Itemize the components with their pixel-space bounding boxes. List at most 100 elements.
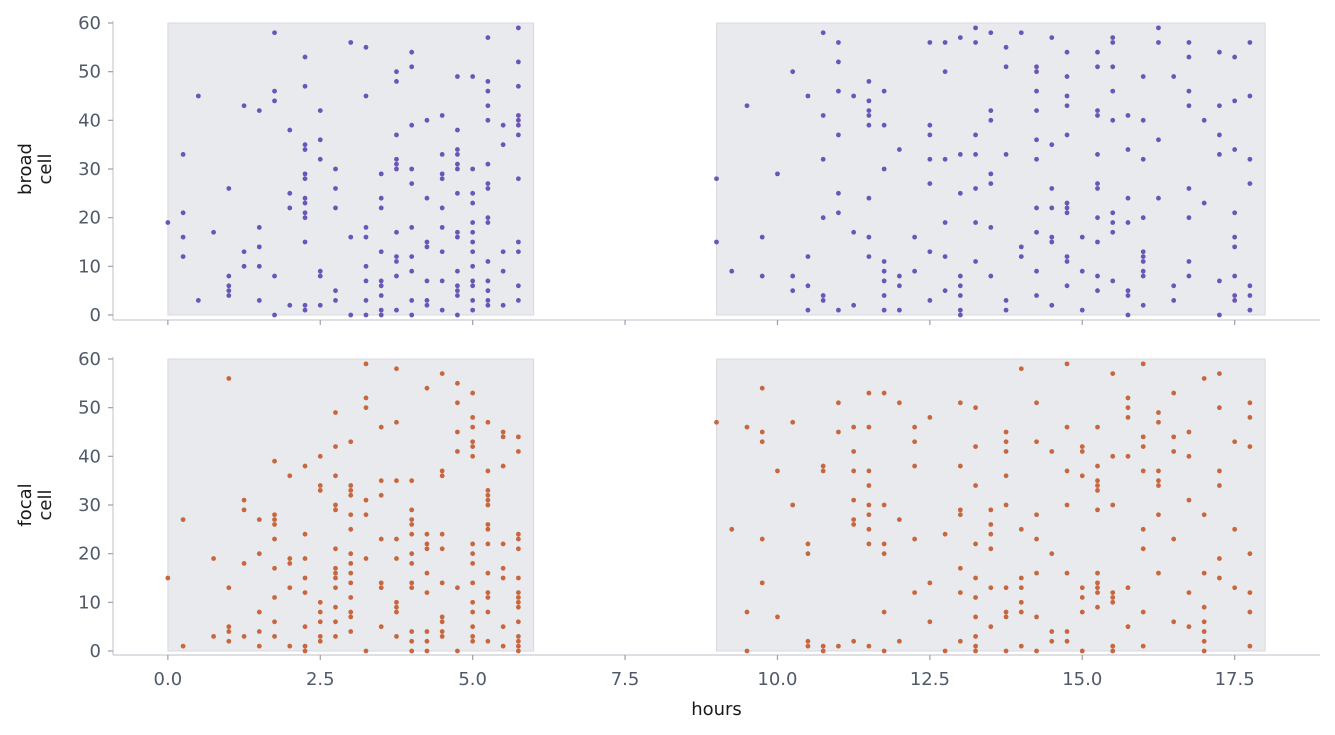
data-point: [1186, 215, 1192, 221]
data-point: [378, 492, 384, 498]
data-point: [851, 302, 857, 308]
data-point: [409, 551, 415, 557]
data-point: [927, 132, 933, 138]
data-point: [409, 531, 415, 537]
data-point: [1217, 132, 1222, 138]
data-point: [348, 614, 354, 620]
data-point: [1125, 415, 1131, 420]
y-tick-label: 60: [78, 13, 101, 34]
data-point: [1125, 293, 1131, 298]
data-point: [927, 415, 933, 420]
data-point: [317, 634, 323, 639]
data-point: [378, 424, 384, 430]
data-point: [1140, 302, 1146, 308]
data-point: [1064, 629, 1070, 634]
data-point: [957, 283, 963, 289]
data-point: [272, 565, 277, 571]
data-point: [1095, 570, 1100, 576]
data-point: [973, 634, 978, 639]
data-point: [1140, 273, 1146, 279]
data-point: [272, 512, 277, 518]
data-point: [866, 390, 872, 396]
data-point: [820, 643, 826, 649]
data-point: [439, 225, 445, 230]
x-tick-label: 7.5: [611, 669, 640, 690]
y-axis-title-line: focal: [15, 483, 36, 526]
data-point: [1186, 590, 1192, 595]
data-point: [394, 79, 399, 84]
data-point: [942, 220, 948, 225]
data-point: [1247, 444, 1253, 449]
data-point: [485, 590, 491, 595]
data-point: [1003, 614, 1009, 620]
data-point: [287, 585, 293, 591]
data-point: [1171, 449, 1177, 454]
data-point: [302, 302, 308, 308]
data-point: [241, 507, 247, 513]
data-point: [394, 229, 399, 235]
data-point: [1247, 590, 1253, 595]
data-point: [348, 234, 354, 240]
data-point: [714, 419, 719, 425]
data-point: [1201, 619, 1207, 625]
data-point: [363, 312, 369, 318]
data-point: [470, 624, 476, 630]
data-point: [180, 643, 186, 649]
data-point: [256, 629, 262, 634]
data-point: [500, 565, 506, 571]
data-point: [424, 244, 430, 250]
data-point: [515, 83, 521, 89]
data-point: [927, 298, 933, 303]
data-point: [1003, 609, 1009, 615]
data-point: [409, 225, 415, 230]
data-point: [1095, 108, 1100, 113]
data-point: [790, 419, 796, 425]
data-point: [1232, 54, 1238, 60]
data-point: [302, 590, 308, 595]
y-tick-label: 50: [78, 398, 101, 419]
data-point: [988, 507, 994, 513]
data-point: [1095, 273, 1100, 279]
y-tick-label: 60: [78, 349, 101, 370]
data-point: [378, 171, 384, 177]
data-point: [500, 541, 506, 547]
data-point: [1095, 288, 1100, 294]
data-point: [988, 624, 994, 630]
data-point: [363, 497, 369, 503]
data-point: [820, 215, 826, 221]
data-point: [1140, 259, 1146, 264]
data-point: [759, 536, 765, 542]
data-point: [1186, 273, 1192, 279]
data-point: [927, 249, 933, 255]
data-point: [439, 634, 445, 639]
data-point: [333, 205, 338, 211]
data-point: [988, 181, 994, 187]
data-point: [1095, 488, 1100, 493]
data-point: [988, 546, 994, 552]
data-point: [424, 278, 430, 284]
x-tick-label: 2.5: [306, 669, 335, 690]
data-point: [439, 619, 445, 625]
data-point: [1186, 453, 1192, 459]
data-point: [1186, 103, 1192, 109]
data-point: [272, 98, 277, 104]
data-point: [439, 531, 445, 537]
data-point: [1095, 113, 1100, 118]
data-point: [394, 599, 399, 605]
data-point: [409, 585, 415, 591]
data-point: [1125, 113, 1131, 118]
data-point: [180, 517, 186, 522]
data-point: [515, 176, 521, 182]
data-point: [1156, 137, 1161, 143]
data-point: [211, 634, 216, 639]
data-point: [1140, 434, 1146, 440]
data-point: [455, 268, 460, 274]
data-point: [1110, 229, 1116, 235]
data-point: [1156, 468, 1161, 474]
data-point: [866, 643, 872, 649]
data-point: [409, 507, 415, 513]
data-point: [302, 142, 308, 148]
data-point: [470, 390, 476, 396]
data-point: [348, 561, 354, 566]
data-point: [942, 531, 948, 537]
